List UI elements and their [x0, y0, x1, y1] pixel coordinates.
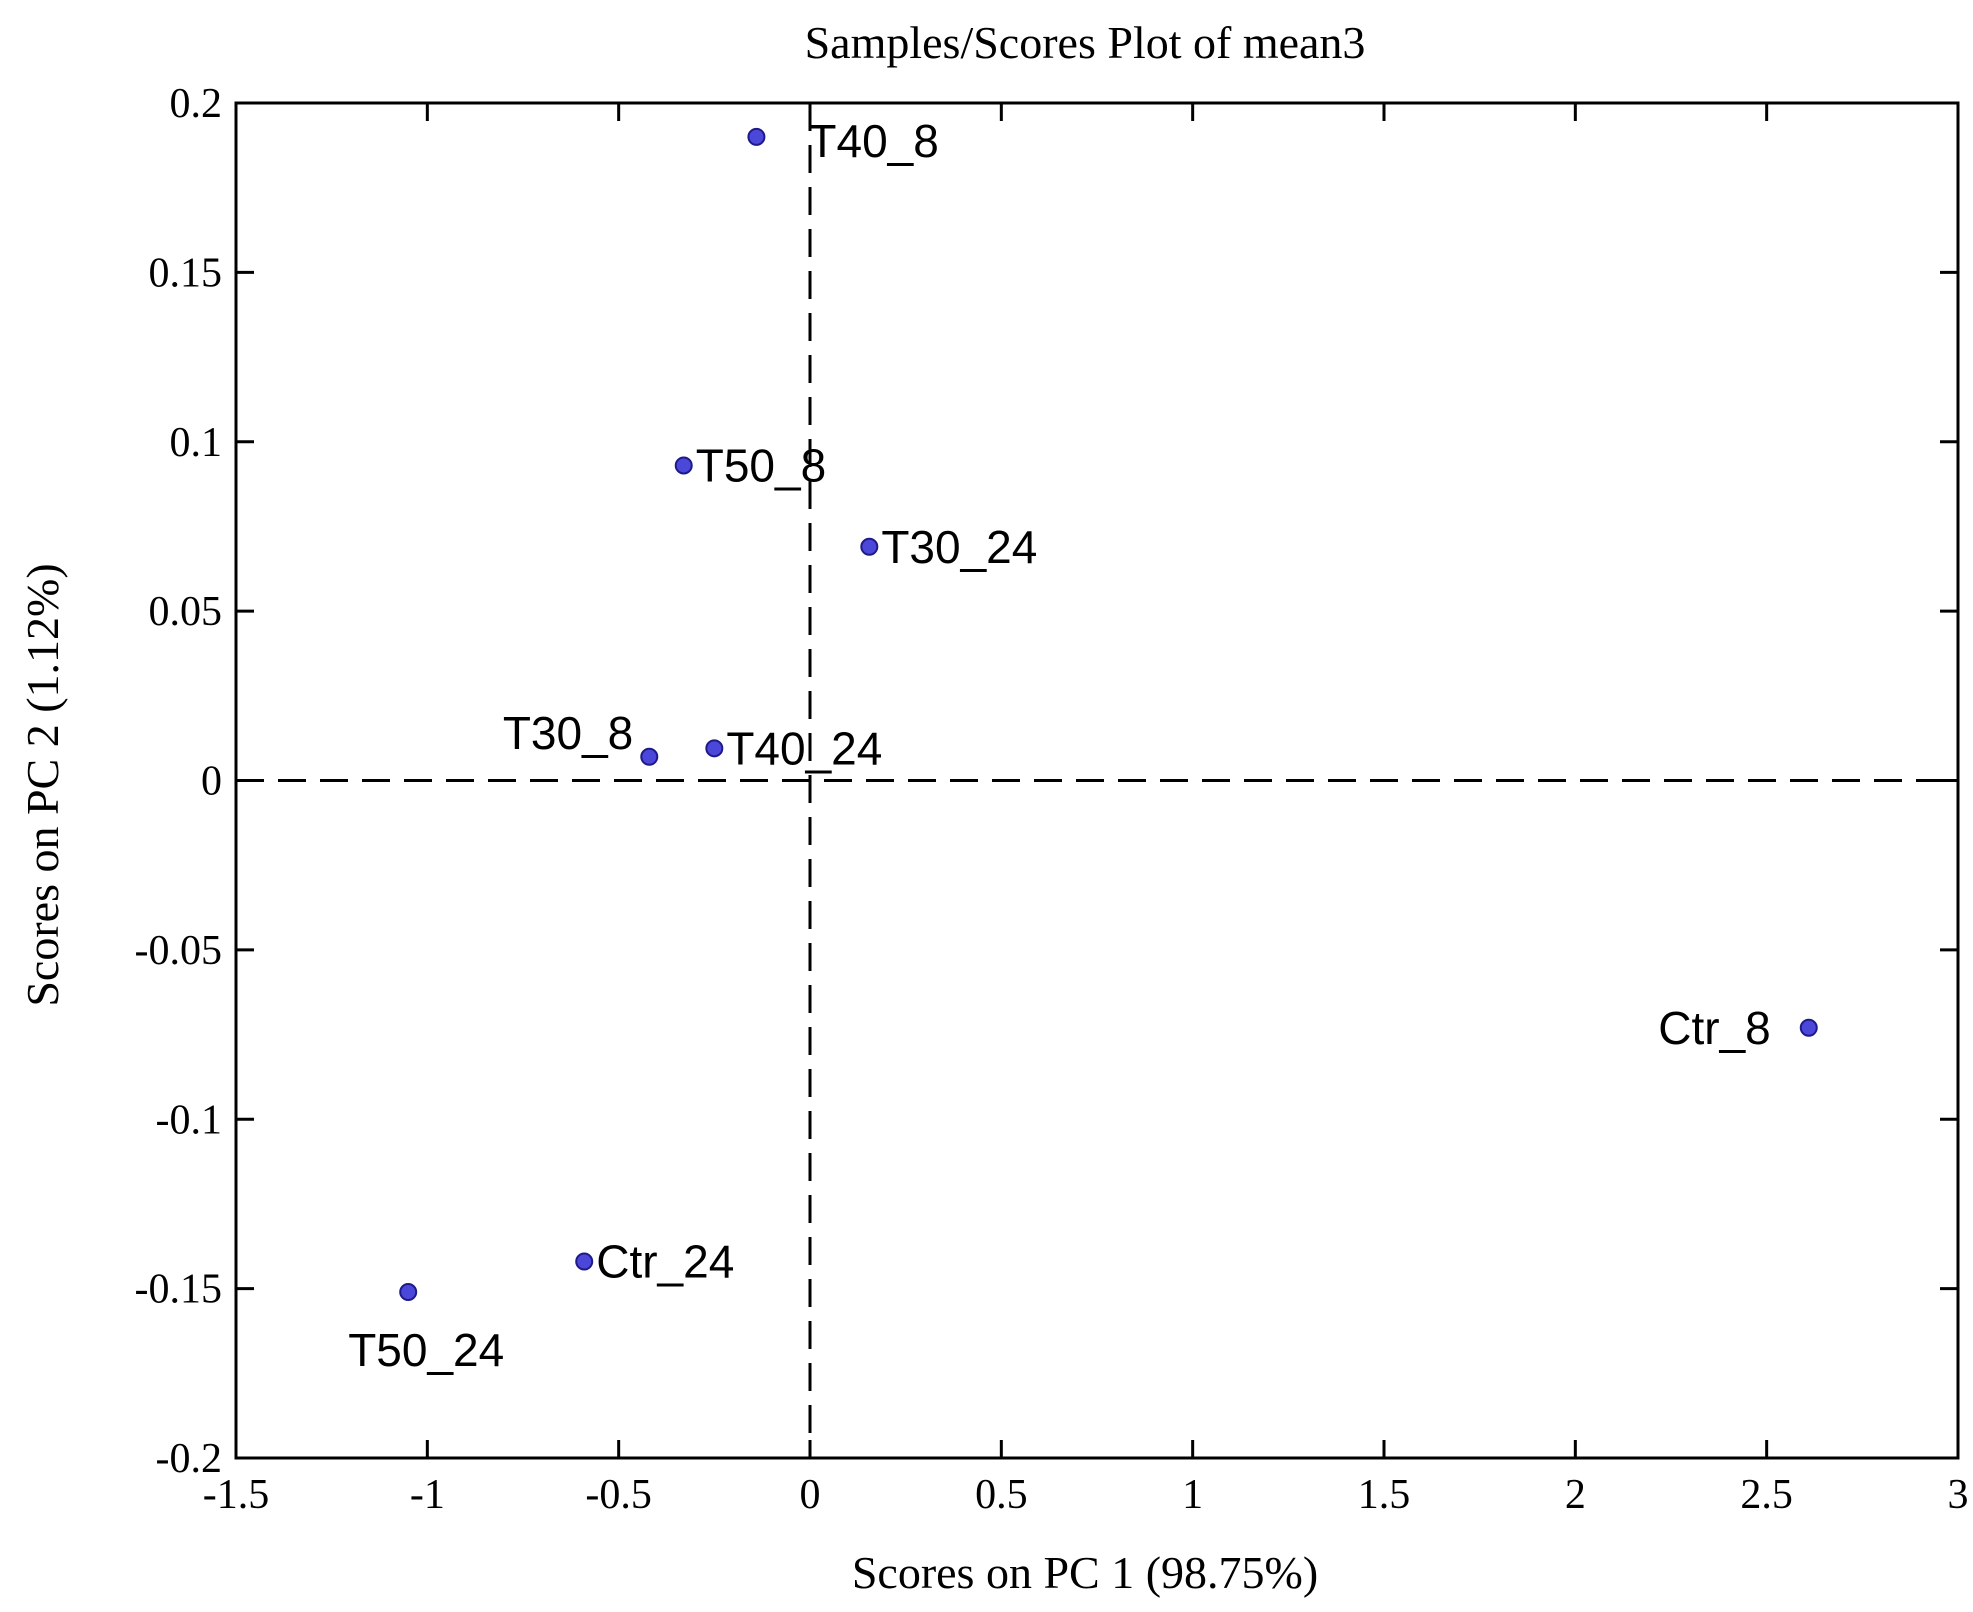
point-label: T40_24	[726, 722, 882, 774]
chart-title: Samples/Scores Plot of mean3	[805, 17, 1366, 68]
x-tick-label: -1.5	[203, 1472, 270, 1518]
data-point-ctr-24	[575, 1252, 594, 1271]
y-axis-label: Scores on PC 2 (1.12%)	[17, 563, 68, 1006]
point-label: T30_8	[503, 707, 633, 759]
x-tick-label: -0.5	[585, 1472, 652, 1518]
y-tick-label: -0.05	[135, 928, 223, 974]
point-label: Ctr_8	[1658, 1002, 1770, 1054]
y-tick-label: 0.05	[149, 589, 223, 635]
x-tick-label: 3	[1948, 1472, 1969, 1518]
data-point-t50-8	[674, 456, 693, 475]
x-tick-label: 1.5	[1358, 1472, 1411, 1518]
point-label: Ctr_24	[596, 1236, 734, 1288]
y-tick-label: -0.2	[156, 1436, 223, 1482]
point-label: T30_24	[881, 521, 1037, 573]
point-label: T50_8	[696, 439, 826, 491]
data-point-t50-24	[399, 1283, 418, 1302]
data-point-t40-24	[705, 739, 724, 758]
y-tick-label: -0.15	[135, 1267, 223, 1313]
y-tick-label: 0.15	[149, 250, 223, 296]
plot-area: -1.5 -1 -0.5 0 0.5 1 1.5 2 2.5 3 0.2 0.15 0.1 0.05 0 -0…	[135, 81, 1969, 1518]
x-tick-label: 1	[1182, 1472, 1203, 1518]
x-tick-label: 0.5	[975, 1472, 1028, 1518]
x-tick-label: 2	[1565, 1472, 1586, 1518]
data-point-ctr-8	[1799, 1018, 1818, 1037]
point-label: T50_24	[348, 1324, 504, 1376]
y-tick-label: 0.2	[170, 81, 223, 127]
point-label: T40_8	[808, 115, 938, 167]
data-point-t30-24	[860, 537, 879, 556]
data-point-t40-8	[747, 127, 766, 146]
x-axis-label: Scores on PC 1 (98.75%)	[852, 1547, 1318, 1598]
x-tick-label: 0	[800, 1472, 821, 1518]
y-tick-label: 0	[201, 759, 222, 805]
y-tick-label: 0.1	[170, 420, 223, 466]
y-tick-label: -0.1	[156, 1097, 223, 1143]
x-tick-label: 2.5	[1740, 1472, 1793, 1518]
x-tick-label: -1	[410, 1472, 445, 1518]
data-point-t30-8	[640, 747, 659, 766]
